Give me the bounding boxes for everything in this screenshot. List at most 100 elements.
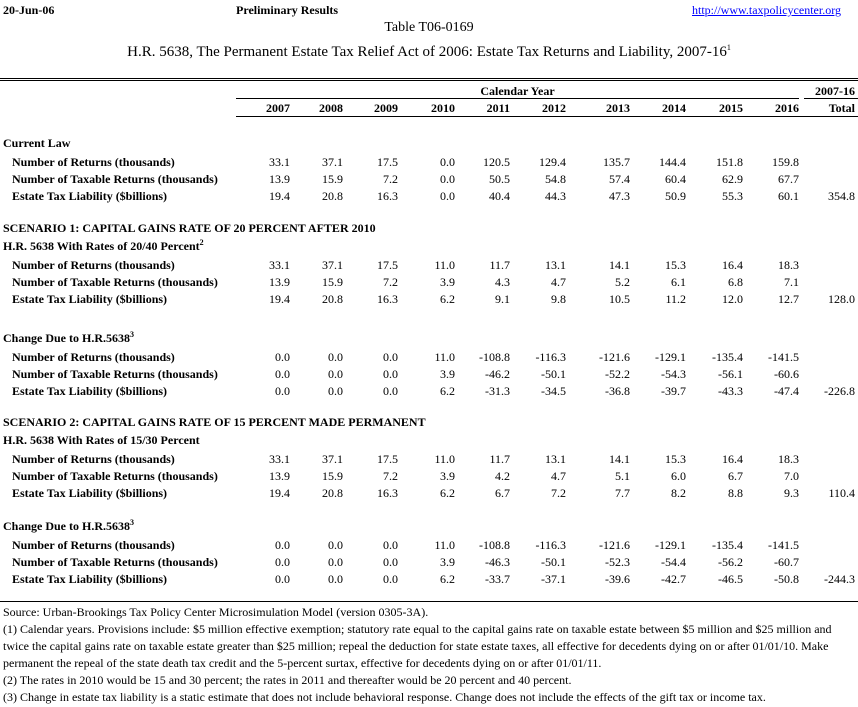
heading-footnote: 3 <box>130 518 135 527</box>
cell-value: 33.1 <box>269 452 290 466</box>
cell-value: -129.1 <box>655 538 686 552</box>
cell-value: -37.1 <box>541 572 566 586</box>
cell-value: 62.9 <box>722 172 743 186</box>
footnote: (3) Change in estate tax liability is a … <box>3 690 766 704</box>
cell-value: 11.0 <box>434 350 455 364</box>
heading-footnote: 3 <box>130 330 135 339</box>
url-link[interactable]: http://www.taxpolicycenter.org <box>692 3 841 17</box>
cell-value: 3.9 <box>440 469 455 483</box>
cell-value: -39.7 <box>661 384 686 398</box>
cell-value: 151.8 <box>716 155 743 169</box>
cell-value: 0.0 <box>275 384 290 398</box>
cell-value: 6.2 <box>440 486 455 500</box>
cell-value: 11.2 <box>665 292 686 306</box>
cell-value: 0.0 <box>328 572 343 586</box>
row-label: Number of Returns (thousands) <box>12 538 175 552</box>
footnotes: Source: Urban-Brookings Tax Policy Cente… <box>3 604 855 706</box>
row-label: Number of Taxable Returns (thousands) <box>12 367 218 381</box>
heading-text: SCENARIO 1: CAPITAL GAINS RATE OF 20 PER… <box>3 221 376 235</box>
cell-value: -108.8 <box>479 538 510 552</box>
table-id: Table T06-0169 <box>384 20 474 35</box>
cell-value: 9.8 <box>551 292 566 306</box>
row-label: Estate Tax Liability ($billions) <box>12 486 168 500</box>
cell-value: -121.6 <box>599 538 630 552</box>
cell-total: -226.8 <box>824 384 855 398</box>
cell-value: 7.2 <box>551 486 566 500</box>
cell-value: -135.4 <box>712 538 743 552</box>
date: 20-Jun-06 <box>3 3 55 17</box>
row-label: Estate Tax Liability ($billions) <box>12 572 168 586</box>
cell-value: 129.4 <box>539 155 566 169</box>
heading-text: H.R. 5638 With Rates of 20/40 Percent <box>3 239 200 253</box>
cell-value: -50.8 <box>774 572 799 586</box>
cell-value: -141.5 <box>768 538 799 552</box>
cell-value: 11.7 <box>489 452 510 466</box>
cell-value: 120.5 <box>483 155 510 169</box>
cell-value: 57.4 <box>609 172 630 186</box>
cell-value: 9.3 <box>784 486 799 500</box>
cell-value: 5.1 <box>615 469 630 483</box>
cell-value: 7.2 <box>383 172 398 186</box>
cell-value: 0.0 <box>275 538 290 552</box>
year-header: 2007 <box>266 101 290 115</box>
cell-value: 15.9 <box>322 172 343 186</box>
cell-value: 3.9 <box>440 555 455 569</box>
cell-value: 6.8 <box>728 275 743 289</box>
cell-value: 0.0 <box>440 155 455 169</box>
group-rule <box>804 98 858 99</box>
row-label: Number of Taxable Returns (thousands) <box>12 469 218 483</box>
cell-value: 5.2 <box>615 275 630 289</box>
cell-value: 6.1 <box>671 275 686 289</box>
cell-value: 13.1 <box>545 258 566 272</box>
cell-value: 15.3 <box>665 452 686 466</box>
cell-value: 0.0 <box>275 555 290 569</box>
cell-value: 37.1 <box>322 258 343 272</box>
cell-value: 4.7 <box>551 275 566 289</box>
cell-value: -141.5 <box>768 350 799 364</box>
cell-value: 16.4 <box>722 452 743 466</box>
cell-value: -42.7 <box>661 572 686 586</box>
row-label: Number of Taxable Returns (thousands) <box>12 555 218 569</box>
row-label: Number of Returns (thousands) <box>12 350 175 364</box>
cell-value: 11.0 <box>434 452 455 466</box>
cell-value: 15.9 <box>322 275 343 289</box>
year-header: 2013 <box>606 101 630 115</box>
cell-value: 0.0 <box>383 384 398 398</box>
cell-value: 17.5 <box>377 452 398 466</box>
header-rule <box>236 116 858 117</box>
section-heading: Change Due to H.R.56383 <box>3 518 135 534</box>
section-heading: SCENARIO 2: CAPITAL GAINS RATE OF 15 PER… <box>3 415 426 429</box>
cell-value: 159.8 <box>772 155 799 169</box>
cell-value: 13.9 <box>269 275 290 289</box>
row-label: Number of Taxable Returns (thousands) <box>12 172 218 186</box>
year-header: 2010 <box>431 101 455 115</box>
cell-value: 60.4 <box>665 172 686 186</box>
year-header: 2008 <box>319 101 343 115</box>
cell-value: 7.7 <box>615 486 630 500</box>
cell-value: 4.7 <box>551 469 566 483</box>
cell-total: 128.0 <box>828 292 855 306</box>
cell-value: 0.0 <box>328 384 343 398</box>
cell-value: 13.1 <box>545 452 566 466</box>
cell-value: 20.8 <box>322 189 343 203</box>
cell-value: 40.4 <box>489 189 510 203</box>
cell-value: -34.5 <box>541 384 566 398</box>
cell-value: 7.1 <box>784 275 799 289</box>
cell-value: -52.2 <box>605 367 630 381</box>
heading-text: SCENARIO 2: CAPITAL GAINS RATE OF 15 PER… <box>3 415 426 429</box>
cell-value: 0.0 <box>328 538 343 552</box>
cell-value: -129.1 <box>655 350 686 364</box>
cell-value: 15.3 <box>665 258 686 272</box>
cell-value: 60.1 <box>778 189 799 203</box>
cell-value: 8.2 <box>671 486 686 500</box>
cell-value: -56.2 <box>718 555 743 569</box>
cell-value: 20.8 <box>322 486 343 500</box>
cell-value: 0.0 <box>328 555 343 569</box>
total-header: Total <box>828 101 855 115</box>
cell-value: 12.0 <box>722 292 743 306</box>
top-rule <box>0 78 858 79</box>
section-heading: H.R. 5638 With Rates of 15/30 Percent <box>3 433 200 447</box>
cell-value: 33.1 <box>269 258 290 272</box>
row-label: Estate Tax Liability ($billions) <box>12 292 168 306</box>
cell-value: 4.3 <box>495 275 510 289</box>
